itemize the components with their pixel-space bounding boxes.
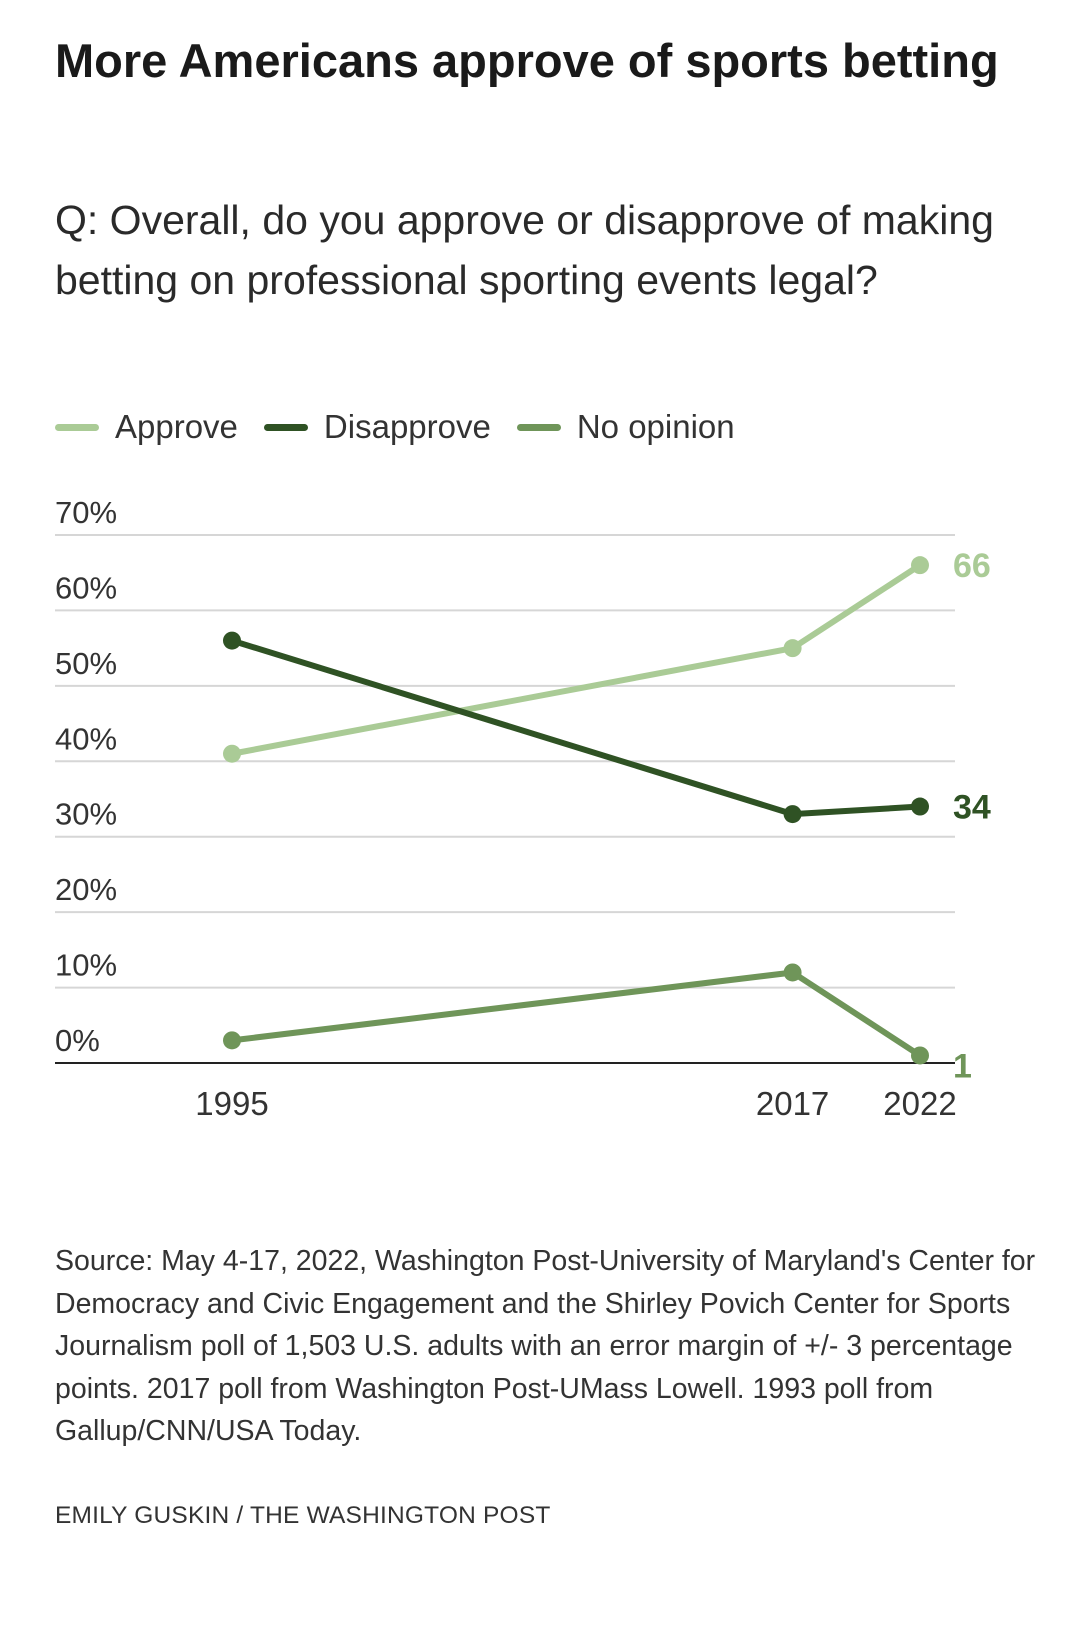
data-point-no_opinion bbox=[223, 1031, 241, 1050]
y-tick-label: 70% bbox=[55, 500, 117, 530]
y-tick-label: 30% bbox=[55, 797, 117, 832]
series-line-no_opinion bbox=[229, 969, 923, 1059]
series-line-approve bbox=[229, 562, 923, 757]
x-tick-label: 1995 bbox=[195, 1085, 268, 1122]
legend-item-no-opinion: No opinion bbox=[516, 408, 735, 446]
y-axis-ticks: 0% 10% 20% 30% 40% 50% 60% 70% bbox=[55, 500, 117, 1058]
y-tick-label: 10% bbox=[55, 948, 117, 983]
x-tick-label: 2022 bbox=[883, 1085, 956, 1122]
y-tick-label: 50% bbox=[55, 646, 117, 681]
series-line-disapprove bbox=[229, 637, 923, 818]
y-tick-label: 20% bbox=[55, 872, 117, 907]
chart-title: More Americans approve of sports betting bbox=[55, 34, 999, 87]
legend-item-approve: Approve bbox=[55, 408, 238, 446]
y-tick-label: 40% bbox=[55, 721, 117, 756]
data-point-no_opinion bbox=[911, 1046, 929, 1065]
data-point-approve bbox=[223, 744, 241, 763]
end-label-approve: 66 bbox=[953, 547, 991, 585]
data-point-approve bbox=[783, 639, 802, 658]
end-labels: 66 34 1 bbox=[953, 547, 991, 1085]
credit-line: EMILY GUSKIN / THE WASHINGTON POST bbox=[55, 1502, 551, 1529]
y-tick-label: 0% bbox=[55, 1023, 100, 1058]
legend-label-approve: Approve bbox=[115, 408, 238, 445]
legend-swatch-no-opinion bbox=[516, 423, 561, 431]
data-point-approve bbox=[911, 556, 929, 575]
data-point-disapprove bbox=[223, 631, 241, 650]
legend-swatch-approve bbox=[55, 423, 99, 431]
source-note: Source: May 4-17, 2022, Washington Post-… bbox=[55, 1245, 1036, 1447]
data-point-disapprove bbox=[783, 805, 802, 824]
legend-label-no-opinion: No opinion bbox=[576, 408, 735, 445]
legend: Approve Disapprove No opinion bbox=[55, 408, 761, 446]
legend-swatch-disapprove bbox=[263, 423, 308, 431]
x-tick-label: 2017 bbox=[756, 1085, 829, 1122]
end-label-disapprove: 34 bbox=[953, 789, 991, 827]
series-lines bbox=[223, 556, 929, 1065]
data-point-no_opinion bbox=[783, 963, 802, 982]
x-axis-ticks: 1995 2017 2022 bbox=[195, 1085, 956, 1122]
data-point-disapprove bbox=[911, 797, 929, 816]
line-chart: 0% 10% 20% 30% 40% 50% 60% 70% 1995 2017 2022 66 3… bbox=[55, 500, 991, 1122]
chart-subtitle: Q: Overall, do you approve or disapprove… bbox=[55, 197, 994, 303]
y-tick-label: 60% bbox=[55, 570, 117, 605]
legend-item-disapprove: Disapprove bbox=[263, 408, 491, 446]
end-label-no_opinion: 1 bbox=[953, 1047, 972, 1085]
legend-label-disapprove: Disapprove bbox=[323, 408, 491, 445]
gridlines bbox=[55, 534, 955, 1064]
